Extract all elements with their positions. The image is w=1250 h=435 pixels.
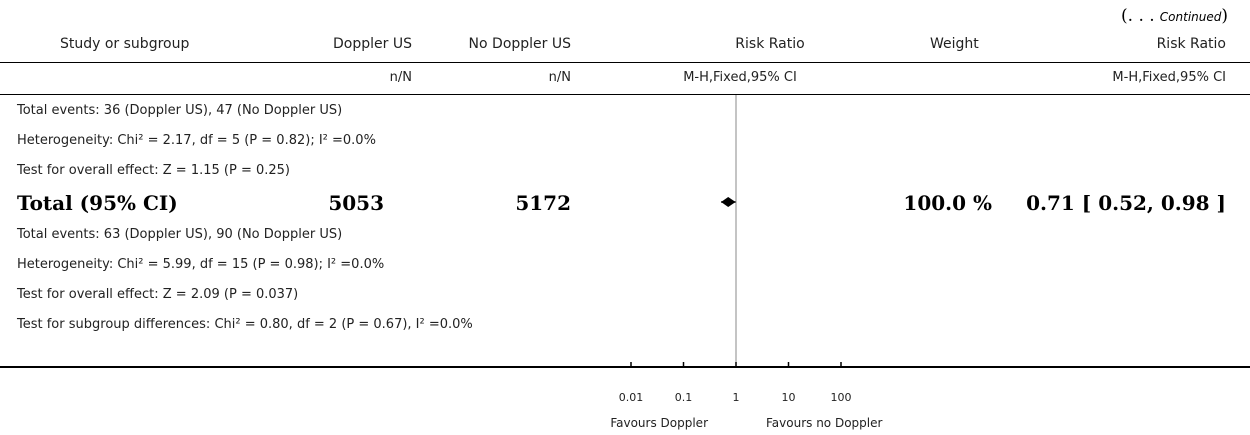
continued-open: (. . . <box>1121 6 1155 26</box>
subheader-doppler: n/N <box>389 70 412 85</box>
subheader-rule <box>0 94 1250 95</box>
favours-right: Favours no Doppler <box>766 416 883 430</box>
header-study: Study or subgroup <box>60 36 190 52</box>
header-rule <box>0 62 1250 63</box>
header-doppler: Doppler US <box>333 36 412 52</box>
subheader-risk-ratio-2: M-H,Fixed,95% CI <box>1112 70 1226 85</box>
total-ci: 0.71 [ 0.52, 0.98 ] <box>1026 191 1226 215</box>
total-no-doppler: 5172 <box>515 191 571 215</box>
total-doppler: 5053 <box>328 191 384 215</box>
subheader-no-doppler: n/N <box>548 70 571 85</box>
stats-line: Total events: 63 (Doppler US), 90 (No Do… <box>17 227 343 242</box>
stats-line: Heterogeneity: Chi² = 2.17, df = 5 (P = … <box>17 133 376 148</box>
continued-close: ) <box>1221 6 1228 26</box>
stats-line: Total events: 36 (Doppler US), 47 (No Do… <box>17 103 343 118</box>
stats-line: Heterogeneity: Chi² = 5.99, df = 15 (P =… <box>17 257 385 272</box>
header-risk-ratio: Risk Ratio <box>735 36 805 52</box>
axis-tick-label: 10 <box>782 391 796 404</box>
axis-tick-label: 0.01 <box>619 391 644 404</box>
table-bottom-rule <box>0 366 1250 368</box>
total-weight: 100.0 % <box>903 191 992 215</box>
header-no-doppler: No Doppler US <box>468 36 571 52</box>
header-weight: Weight <box>930 36 979 52</box>
header-risk-ratio-2: Risk Ratio <box>1156 36 1226 52</box>
stats-line: Test for overall effect: Z = 2.09 (P = 0… <box>17 287 299 302</box>
axis-tick-label: 0.1 <box>675 391 693 404</box>
continued-marker: (. . . Continued) <box>1121 6 1228 26</box>
favours-left: Favours Doppler <box>610 416 708 430</box>
axis-tick-label: 1 <box>733 391 740 404</box>
subheader-risk-ratio: M-H,Fixed,95% CI <box>683 70 797 85</box>
stats-line: Test for subgroup differences: Chi² = 0.… <box>17 317 473 332</box>
stats-line: Test for overall effect: Z = 1.15 (P = 0… <box>17 163 290 178</box>
axis-tick-label: 100 <box>831 391 852 404</box>
total-label: Total (95% CI) <box>17 191 178 215</box>
continued-word: Continued <box>1159 10 1222 24</box>
total-diamond <box>721 197 736 207</box>
